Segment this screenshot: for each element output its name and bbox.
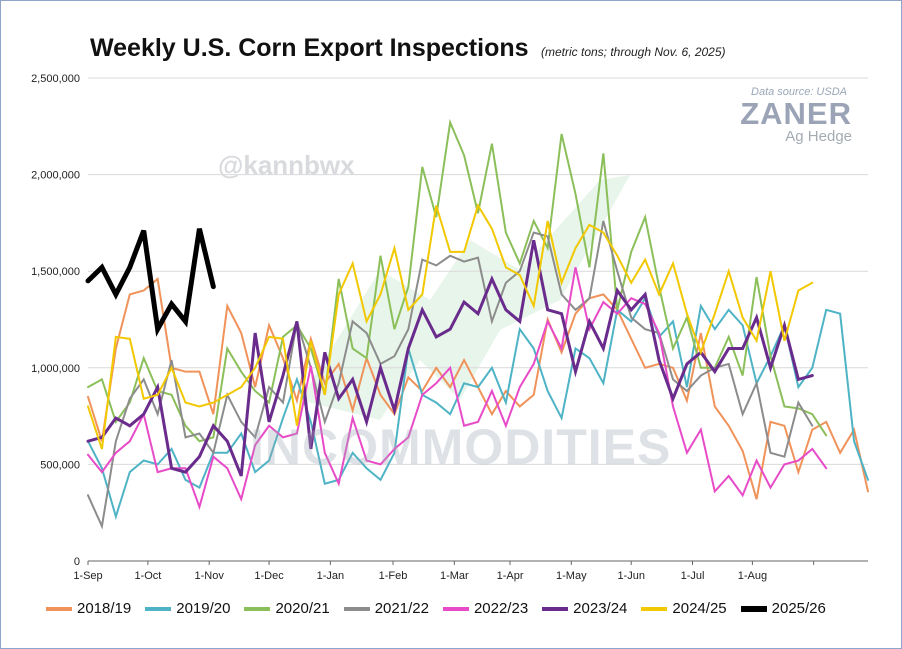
watermark-shape bbox=[300, 175, 630, 420]
series-line-2022-23 bbox=[87, 267, 828, 511]
legend-swatch bbox=[46, 606, 72, 611]
series-layer bbox=[85, 118, 869, 530]
chart-title: Weekly U.S. Corn Export Inspections bbox=[90, 34, 529, 62]
series-line-2020-21 bbox=[87, 118, 828, 443]
x-tick-label: 1-Jul bbox=[681, 570, 705, 582]
legend-label: 2022/23 bbox=[473, 600, 529, 617]
legend-swatch bbox=[442, 606, 469, 611]
y-tick-label: 1,500,000 bbox=[31, 266, 80, 278]
legend-label: 2018/19 bbox=[77, 600, 132, 617]
title-area: Weekly U.S. Corn Export Inspections (met… bbox=[90, 34, 726, 63]
y-tick-label: 1,000,000 bbox=[31, 363, 80, 375]
x-tick-label: 1-Nov bbox=[195, 570, 225, 582]
gridlines bbox=[88, 77, 868, 562]
brand-subtitle: Ag Hedge bbox=[785, 128, 852, 145]
legend-item: 2020/21 bbox=[244, 600, 330, 617]
axes: 0 500,000 1,000,000 1,500,000 2,000,000 2,500… bbox=[31, 73, 815, 582]
series-line-2025-26 bbox=[85, 228, 216, 337]
legend-swatch bbox=[542, 606, 569, 611]
x-tick-label: 1-Feb bbox=[379, 570, 408, 582]
series-line-2019-20 bbox=[87, 295, 869, 521]
legend-swatch bbox=[740, 605, 767, 612]
chart-subtitle: (metric tons; through Nov. 6, 2025) bbox=[540, 45, 726, 59]
legend-label: 2024/25 bbox=[672, 600, 727, 617]
watermark-graphic bbox=[300, 175, 630, 420]
y-tick-label: 500,000 bbox=[40, 459, 80, 471]
legend-item: 2019/20 bbox=[145, 600, 230, 617]
series-line-2024-25 bbox=[87, 203, 814, 450]
legend-swatch bbox=[343, 606, 370, 611]
watermark-company: INCOMMODITIES bbox=[250, 419, 672, 475]
legend-swatch bbox=[244, 606, 271, 611]
x-tick-label: 1-Sep bbox=[73, 570, 102, 582]
legend-item: 2021/22 bbox=[343, 600, 429, 617]
legend-label: 2021/22 bbox=[374, 600, 429, 617]
legend-item: 2025/26 bbox=[740, 600, 826, 617]
x-tick-label: 1-May bbox=[556, 570, 587, 582]
x-tick-label: 1-Dec bbox=[254, 570, 284, 582]
x-tick-label: 1-Mar bbox=[440, 570, 469, 582]
legend-item: 2022/23 bbox=[442, 600, 529, 617]
legend-label: 2020/21 bbox=[275, 600, 330, 617]
legend-item: 2024/25 bbox=[641, 600, 727, 617]
legend-label: 2025/26 bbox=[771, 600, 826, 617]
legend-swatch bbox=[641, 606, 668, 611]
x-tick-label: 1-Jan bbox=[317, 570, 345, 582]
brand-logo: ZANER Ag Hedge bbox=[740, 96, 852, 145]
legend-item: 2023/24 bbox=[542, 600, 627, 617]
brand-name: ZANER bbox=[740, 96, 852, 131]
legend-swatch bbox=[145, 606, 172, 611]
x-tick-label: 1-Jun bbox=[617, 570, 645, 582]
data-source-note: Data source: USDA bbox=[751, 86, 847, 98]
legend-label: 2019/20 bbox=[176, 600, 231, 617]
y-tick-label: 2,000,000 bbox=[31, 170, 80, 182]
y-tick-label: 0 bbox=[74, 556, 80, 568]
legend-label: 2023/24 bbox=[573, 600, 628, 617]
x-tick-label: 1-Oct bbox=[134, 570, 161, 582]
legend-item: 2018/19 bbox=[46, 600, 131, 617]
y-tick-label: 2,500,000 bbox=[31, 73, 80, 85]
x-tick-label: 1-Aug bbox=[738, 570, 767, 582]
x-tick-label: 1-Apr bbox=[497, 570, 524, 582]
legend: 2018/19 2019/20 2020/21 2021/22 2022/23 2023/… bbox=[46, 600, 840, 617]
series-line-2021-22 bbox=[87, 220, 814, 530]
line-chart: 0 500,000 1,000,000 1,500,000 2,000,000 2,500… bbox=[31, 73, 869, 582]
series-line-2023-24 bbox=[86, 239, 814, 477]
